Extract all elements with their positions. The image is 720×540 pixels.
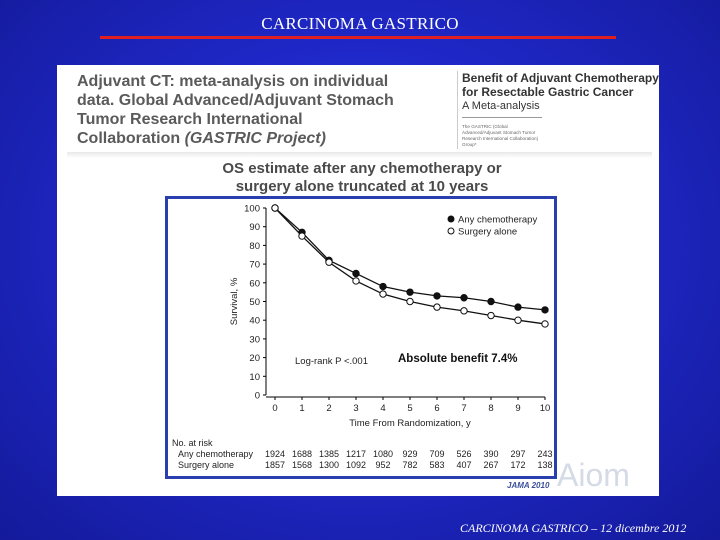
at-risk-value: 297 [510, 449, 525, 459]
absolute-benefit-annotation: Absolute benefit 7.4% [398, 353, 518, 365]
x-tick-label: 7 [461, 403, 466, 414]
data-point-any-chemotherapy [379, 282, 387, 291]
x-tick-label: 9 [515, 403, 520, 414]
at-risk-value: 526 [456, 449, 471, 459]
x-tick-label: 2 [326, 403, 331, 414]
at-risk-row-label: Any chemotherapy [178, 449, 254, 459]
chart-heading-line-2: surgery alone truncated at 10 years [235, 178, 489, 195]
x-tick-label: 10 [540, 403, 551, 414]
y-tick-label: 10 [249, 372, 260, 383]
data-point-surgery-alone [379, 290, 387, 298]
x-tick-label: 0 [272, 403, 277, 414]
y-tick-label: 70 [249, 260, 260, 271]
data-point-surgery-alone [514, 316, 522, 324]
y-axis-label: Survival, % [229, 277, 240, 325]
paper-authors: The GASTRIC (Global Advanced/Adjuvant St… [462, 124, 539, 147]
at-risk-value: 1568 [292, 460, 312, 470]
at-risk-value: 267 [483, 460, 498, 470]
panel-heading-line: Adjuvant CT: meta-analysis on individual [77, 73, 389, 90]
aiom-logo: Aiom [557, 457, 630, 493]
at-risk-row-label: Surgery alone [178, 460, 234, 470]
at-risk-value: 583 [429, 460, 444, 470]
paper-divider [462, 117, 542, 118]
at-risk-value: 709 [429, 449, 444, 459]
panel-heading-line: Tumor Research International [77, 111, 303, 128]
header-divider [67, 152, 652, 158]
at-risk-value: 1217 [346, 449, 366, 459]
y-tick-label: 90 [249, 222, 260, 233]
legend-marker [447, 227, 455, 235]
panel-heading-line: Collaboration [77, 130, 185, 147]
y-tick-label: 30 [249, 334, 260, 345]
data-point-surgery-alone [352, 277, 360, 285]
at-risk-value: 1688 [292, 449, 312, 459]
journal-label: JAMA 2010 [507, 481, 550, 490]
y-tick-label: 50 [249, 297, 260, 308]
image-panel: Adjuvant CT: meta-analysis on individual… [57, 65, 659, 496]
x-tick-label: 5 [407, 403, 412, 414]
slide-footer: CARCINOMA GASTRICO – 12 dicembre 2012 [460, 521, 687, 535]
at-risk-value: 1300 [319, 460, 339, 470]
at-risk-value: 172 [510, 460, 525, 470]
data-point-surgery-alone [325, 258, 333, 266]
chart-heading: OS estimate after any chemotherapy or su… [197, 160, 527, 196]
at-risk-value: 952 [375, 460, 390, 470]
data-point-surgery-alone [487, 311, 495, 320]
y-tick-label: 20 [249, 353, 260, 364]
at-risk-value: 1385 [319, 449, 339, 459]
legend-marker [447, 215, 455, 223]
at-risk-value: 1924 [265, 449, 285, 459]
at-risk-value: 390 [483, 449, 498, 459]
data-point-surgery-alone [460, 307, 468, 315]
x-tick-label: 8 [488, 403, 493, 414]
y-tick-label: 40 [249, 316, 260, 327]
survival-chart: 0 10 20 30 40 50 60 70 80 90 100 0 1 2 3 4 5 6 7 8 9 10 Time F… [165, 196, 557, 479]
paper-subtitle: A Meta-analysis [462, 100, 540, 112]
panel-heading: Adjuvant CT: meta-analysis on individual… [77, 72, 457, 148]
at-risk-value: 138 [537, 460, 552, 470]
data-point-any-chemotherapy [352, 269, 360, 278]
x-tick-label: 4 [380, 403, 385, 414]
paper-title-2: for Resectable Gastric Cancer [462, 85, 634, 99]
data-point-any-chemotherapy [514, 303, 522, 311]
x-tick-label: 6 [434, 403, 439, 414]
legend-label: Any chemotherapy [458, 215, 537, 226]
panel-heading-italic: (GASTRIC Project) [184, 130, 326, 147]
title-underline [100, 36, 616, 39]
data-point-any-chemotherapy [406, 288, 414, 296]
at-risk-value: 1857 [265, 460, 285, 470]
slide-title: CARCINOMA GASTRICO [261, 14, 459, 33]
data-point-any-chemotherapy [433, 292, 441, 300]
paper-title: Benefit of Adjuvant Chemotherapy [462, 71, 659, 85]
at-risk-value: 929 [402, 449, 417, 459]
y-tick-label: 60 [249, 278, 260, 289]
logrank-annotation: Log-rank P <.001 [295, 356, 368, 367]
data-point-surgery-alone [406, 297, 414, 306]
x-tick-label: 1 [299, 403, 304, 414]
at-risk-value: 407 [456, 460, 471, 470]
at-risk-value: 1092 [346, 460, 366, 470]
y-tick-label: 80 [249, 241, 260, 252]
at-risk-header: No. at risk [172, 438, 213, 448]
at-risk-value: 1080 [373, 449, 393, 459]
chart-heading-line-1: OS estimate after any chemotherapy or [222, 160, 502, 177]
data-point-surgery-alone [271, 204, 279, 212]
x-tick-label: 3 [353, 403, 358, 414]
data-point-surgery-alone [541, 320, 549, 328]
survival-chart-svg: 0 10 20 30 40 50 60 70 80 90 100 0 1 2 3 4 5 6 7 8 9 10 Time F… [172, 204, 553, 471]
legend-label: Surgery alone [458, 227, 517, 238]
paper-citation: Benefit of Adjuvant Chemotherapy for Res… [457, 71, 662, 153]
data-point-surgery-alone [433, 303, 441, 311]
data-point-any-chemotherapy [487, 297, 495, 306]
y-tick-label: 0 [255, 391, 260, 402]
data-point-surgery-alone [298, 232, 306, 240]
x-axis-label: Time From Randomization, y [349, 418, 471, 429]
at-risk-value: 782 [402, 460, 417, 470]
data-point-any-chemotherapy [460, 294, 468, 302]
at-risk-value: 243 [537, 449, 552, 459]
panel-heading-line: data. Global Advanced/Adjuvant Stomach [77, 92, 394, 109]
data-point-any-chemotherapy [541, 306, 549, 314]
y-tick-label: 100 [244, 204, 260, 215]
